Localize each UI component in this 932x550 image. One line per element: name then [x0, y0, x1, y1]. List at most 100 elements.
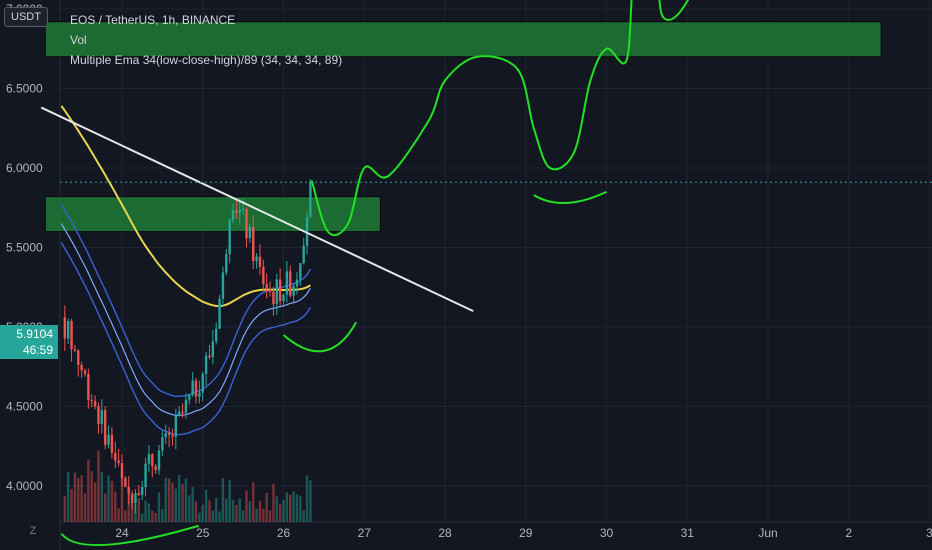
candle-body [218, 298, 221, 329]
volume-bar [127, 493, 130, 522]
candle-body [295, 279, 299, 287]
bar-countdown: 46:59 [22, 343, 53, 357]
candle-body [73, 349, 77, 351]
support-arc [282, 321, 358, 353]
volume-bar [282, 500, 285, 522]
volume-bar [151, 510, 154, 522]
price-tick-label: 6.0000 [6, 161, 43, 175]
volume-bar [265, 492, 268, 522]
volume-bar [161, 509, 164, 522]
user-drawings[interactable] [40, 0, 780, 547]
volume-bars [63, 450, 312, 522]
candle-body [137, 493, 141, 495]
time-tick-label: 27 [358, 526, 372, 540]
volume-bar [309, 480, 312, 522]
candle-body [204, 355, 208, 374]
time-tick-label: 28 [438, 526, 452, 540]
price-tick-label: 6.5000 [6, 82, 43, 96]
symbol-title[interactable]: EOS / TetherUS, 1h, BINANCE [70, 13, 236, 27]
candle-body [252, 227, 255, 262]
price-tick-label: 4.5000 [6, 400, 43, 414]
candle-body [181, 411, 184, 413]
candle-body [154, 466, 157, 471]
candle-body [265, 284, 268, 290]
volume-bar [221, 477, 225, 522]
volume-bar [302, 510, 305, 522]
volume-bar [130, 500, 134, 522]
volume-bar [248, 501, 252, 522]
candle-body [289, 271, 292, 296]
time-tick-label: 25 [196, 526, 210, 540]
volume-bar [70, 489, 73, 522]
ema-close-line [60, 223, 311, 417]
volume-indicator-label[interactable]: Vol [70, 33, 87, 47]
candle-body [299, 263, 302, 280]
support-arc [533, 190, 607, 205]
candle-body [140, 487, 144, 495]
candle-body [83, 370, 87, 374]
volume-bar [228, 479, 231, 522]
candle-body [77, 350, 80, 365]
volume-bar [241, 510, 245, 522]
volume-bar [295, 494, 299, 522]
time-tick-label: 30 [600, 526, 614, 540]
candle-body [194, 380, 198, 397]
volume-bar [191, 486, 194, 522]
volume-bar [93, 482, 97, 522]
volume-bar [66, 471, 70, 522]
currency-scale-button[interactable]: USDT [4, 7, 48, 27]
volume-bar [238, 498, 241, 522]
price-zone-box [44, 196, 381, 233]
price-tick-label: 5.5000 [6, 241, 43, 255]
candle-body [215, 328, 218, 342]
candle-body [147, 454, 151, 464]
timezone-button[interactable]: Z [29, 525, 37, 537]
candle-body [225, 254, 228, 273]
ema-low-line [60, 242, 311, 436]
candle-body [228, 219, 231, 255]
time-tick-label: Jun [758, 526, 777, 540]
time-tick-label: 2 [845, 526, 852, 540]
volume-bar [184, 478, 188, 522]
candle-body [258, 256, 262, 267]
volume-bar [120, 472, 124, 522]
chart-legend: EOS / TetherUS, 1h, BINANCE Vol Multiple… [70, 10, 342, 70]
candle-body [292, 286, 295, 296]
volume-bar [258, 500, 262, 522]
volume-bar [235, 504, 238, 522]
volume-bar [275, 496, 278, 522]
volume-bar [117, 508, 120, 522]
candle-body [151, 454, 154, 467]
last-price: 5.9104 [16, 327, 53, 341]
candle-body [63, 317, 67, 339]
volume-bar [83, 493, 87, 522]
volume-bar [278, 504, 282, 522]
volume-bar [292, 491, 295, 522]
candle-body [245, 208, 248, 239]
volume-bar [87, 459, 90, 522]
time-tick-label: 26 [277, 526, 291, 540]
volume-bar [188, 495, 191, 522]
volume-bar [107, 475, 110, 522]
volume-bar [177, 475, 181, 522]
candle-body [272, 291, 275, 305]
trend-line [40, 106, 474, 313]
volume-bar [171, 482, 174, 522]
grid-lines [59, 0, 932, 550]
time-axis[interactable]: 24 25 26 27 28 29 30 31 Jun 2 3 [115, 526, 932, 540]
candle-body [241, 208, 245, 210]
projection-path [310, 0, 690, 237]
price-axis[interactable]: 4.00004.50005.00005.50006.00006.50007.00… [6, 2, 43, 493]
volume-bar [194, 501, 198, 522]
candle-body [167, 433, 171, 435]
volume-bar [90, 471, 93, 522]
candle-body [90, 400, 93, 402]
volume-bar [77, 477, 80, 522]
candle-body [285, 271, 289, 295]
ema-indicator-label[interactable]: Multiple Ema 34(low-close-high)/89 (34, … [70, 53, 343, 67]
volume-bar [225, 498, 228, 522]
volume-bar [198, 512, 201, 522]
candle-body [238, 209, 241, 213]
volume-bar [110, 480, 114, 522]
